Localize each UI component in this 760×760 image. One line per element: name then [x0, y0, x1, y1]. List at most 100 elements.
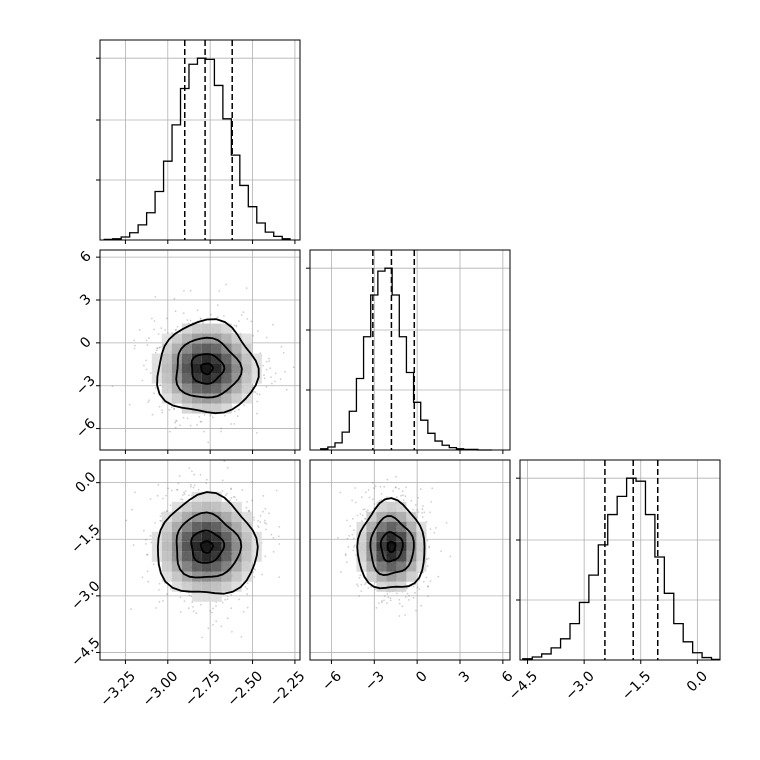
- scatter-point: [230, 496, 233, 499]
- scatter-point: [429, 511, 431, 514]
- scatter-point: [196, 309, 199, 312]
- scatter-point: [389, 597, 392, 600]
- scatter-point: [418, 588, 421, 590]
- scatter-point: [186, 319, 189, 321]
- scatter-point: [154, 296, 157, 298]
- scatter-point: [414, 504, 417, 506]
- scatter-point: [189, 289, 192, 292]
- scatter-point: [180, 498, 183, 501]
- density-cell: [231, 511, 242, 522]
- density-cell: [396, 501, 407, 512]
- scatter-point: [169, 430, 171, 433]
- scatter-point: [275, 489, 278, 492]
- scatter-point: [429, 528, 432, 530]
- scatter-point: [242, 610, 245, 613]
- scatter-point: [248, 509, 250, 512]
- panel-frame: [309, 249, 511, 451]
- scatter-point: [412, 585, 415, 588]
- scatter-point: [184, 490, 187, 492]
- scatter-point: [221, 490, 224, 492]
- density-cell: [211, 501, 222, 512]
- scatter-point: [133, 347, 136, 350]
- scatter-point: [230, 487, 233, 490]
- density-cell: [161, 383, 172, 394]
- scatter-point: [352, 517, 354, 520]
- contour-level-3: [200, 540, 214, 554]
- density-cell: [376, 551, 387, 562]
- density-cell: [161, 353, 172, 364]
- density-cell: [416, 541, 427, 552]
- scatter-point: [256, 525, 259, 527]
- scatter-point: [171, 332, 173, 334]
- scatter-point: [229, 499, 231, 502]
- scatter-point: [240, 636, 243, 638]
- scatter-point: [366, 509, 369, 512]
- scatter-point: [191, 470, 193, 473]
- density-cell: [191, 343, 202, 354]
- density-cell: [171, 343, 182, 354]
- scatter-point: [347, 546, 350, 548]
- scatter-point: [145, 543, 147, 545]
- x-tick-label: −1.5: [619, 668, 654, 703]
- density-cell: [241, 373, 252, 384]
- scatter-point: [205, 478, 208, 481]
- scatter-point: [154, 351, 157, 354]
- scatter-point: [420, 604, 422, 607]
- scatter-point: [230, 594, 233, 596]
- contour-level-2: [190, 353, 226, 385]
- scatter-point: [183, 491, 185, 494]
- scatter-point: [200, 603, 202, 606]
- scatter-point: [158, 405, 161, 408]
- histogram-panel-2: [516, 459, 721, 664]
- scatter-point: [363, 508, 366, 511]
- density-cell: [211, 383, 222, 394]
- scatter-point: [367, 489, 370, 491]
- scatter-point: [212, 623, 214, 626]
- scatter-point: [251, 481, 254, 483]
- density-cell: [181, 581, 192, 592]
- density-cell: [161, 571, 172, 582]
- scatter-point: [111, 385, 114, 388]
- contour-level-1: [175, 511, 243, 579]
- scatter-point: [271, 382, 273, 385]
- scatter-point: [252, 390, 255, 393]
- scatter-point: [398, 615, 401, 617]
- scatter-point: [368, 496, 371, 499]
- scatter-point: [356, 514, 359, 517]
- scatter-point: [344, 554, 347, 557]
- density-cell: [191, 393, 202, 404]
- scatter-point: [234, 496, 236, 498]
- scatter-point: [211, 611, 213, 614]
- scatter-point: [400, 494, 402, 497]
- scatter-point: [361, 514, 364, 517]
- scatter-point: [152, 563, 155, 566]
- scatter-point: [230, 423, 233, 425]
- density-cell: [221, 551, 232, 562]
- density-cell: [191, 323, 202, 334]
- density-cell: [221, 323, 232, 334]
- scatter-point: [259, 521, 262, 523]
- scatter-point: [177, 482, 180, 485]
- density-cell: [406, 561, 417, 572]
- density-cell: [221, 353, 232, 364]
- x-tick-label: −3.0: [562, 668, 597, 703]
- density-cell: [241, 511, 252, 522]
- scatter-point: [264, 555, 267, 558]
- scatter-point: [371, 481, 374, 484]
- scatter-point: [173, 297, 176, 300]
- scatter-point: [161, 409, 163, 412]
- density-cell: [376, 571, 387, 582]
- scatter-point: [240, 314, 243, 316]
- scatter-point: [256, 393, 259, 395]
- scatter-point: [182, 416, 185, 419]
- scatter-point: [146, 344, 149, 346]
- density-cell: [241, 383, 252, 394]
- scatter-point: [253, 576, 256, 578]
- density-cell: [181, 531, 192, 542]
- density-cell: [211, 403, 222, 414]
- scatter-point: [402, 494, 404, 496]
- density-cell: [406, 531, 417, 542]
- scatter-point: [395, 496, 398, 498]
- scatter-point: [395, 475, 397, 478]
- scatter-point: [354, 501, 357, 504]
